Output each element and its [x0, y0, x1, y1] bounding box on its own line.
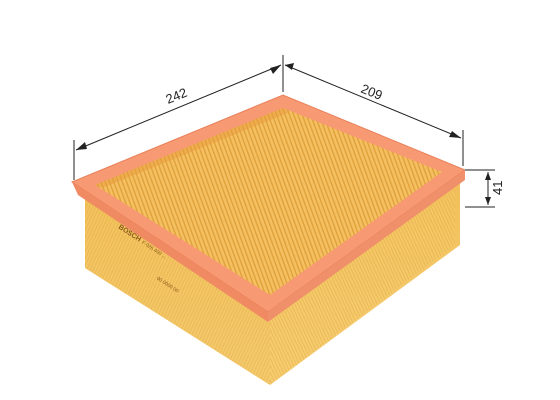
dimension-arrowheads	[76, 63, 491, 205]
filter-frame-lip-right	[268, 170, 465, 322]
filter-left-side-pleats	[85, 196, 270, 385]
dimension-width-label: 209	[359, 81, 385, 103]
dimension-height-label: 41	[490, 181, 505, 195]
dimension-length-label: 242	[164, 85, 190, 107]
filter-media-shadow	[95, 108, 290, 188]
filter-frame-lip-left	[72, 182, 268, 322]
filter-right-side-pleats	[270, 190, 455, 385]
